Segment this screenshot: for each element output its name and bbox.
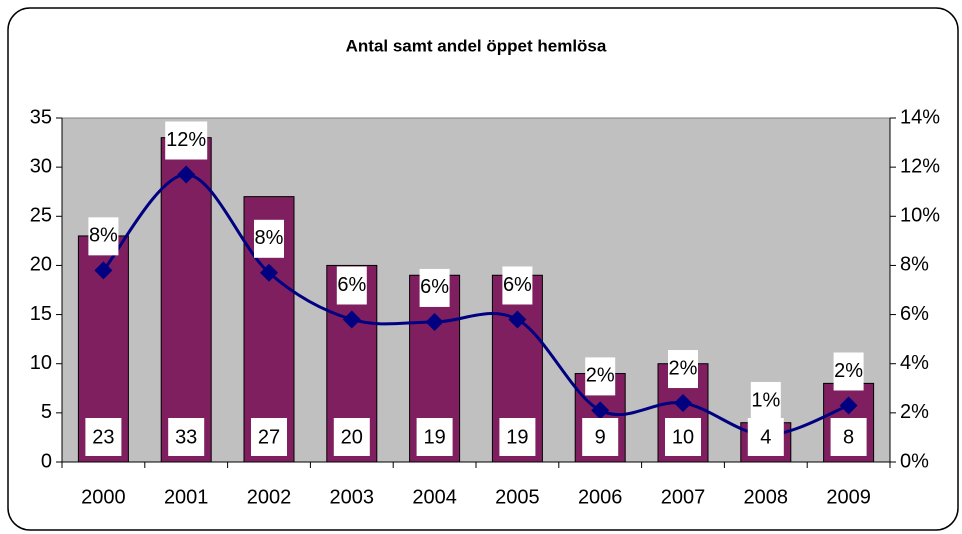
data-label: 8 [843, 426, 854, 448]
bar [160, 137, 212, 463]
y2-tick-label: 14% [900, 106, 940, 128]
x-tick-label: 2007 [661, 486, 706, 508]
marker [839, 396, 858, 415]
data-label-box [747, 418, 784, 456]
data-label-box [333, 418, 370, 456]
data-label-box [582, 418, 619, 456]
data-label: 8% [255, 227, 284, 249]
marker [260, 263, 278, 282]
x-tick-label: 2002 [247, 486, 292, 508]
chart-title: Antal samt andel öppet hemlösa [346, 36, 607, 55]
data-label: 6% [337, 274, 366, 296]
data-label: 33 [175, 426, 197, 448]
y2-tick-label: 12% [900, 155, 940, 177]
data-label: 8% [89, 225, 118, 247]
line [102, 173, 850, 437]
x-tick-label: 2006 [578, 486, 623, 508]
y-tick-label: 35 [30, 106, 52, 128]
data-label: 20 [341, 426, 363, 448]
x-tick-label: 2008 [744, 486, 789, 508]
x-tick-label: 2000 [81, 486, 126, 508]
data-label: 19 [423, 426, 445, 448]
data-label: 2% [586, 365, 615, 387]
data-label: 6% [420, 276, 449, 298]
data-label: 2% [669, 357, 698, 379]
marker [674, 394, 692, 413]
y-tick-label: 25 [30, 205, 52, 227]
data-label-box [88, 217, 119, 256]
x-tick-label: 2005 [495, 486, 540, 508]
marker [177, 165, 196, 184]
data-label-box [668, 350, 698, 389]
y-tick-label: 20 [30, 254, 52, 276]
data-label: 9 [595, 426, 606, 448]
y2-tick-label: 8% [900, 254, 929, 276]
data-label: 19 [506, 426, 528, 448]
data-label: 1% [751, 389, 780, 411]
y2-tick-label: 4% [900, 352, 929, 374]
data-label-box [165, 121, 208, 160]
data-label: 27 [258, 426, 280, 448]
y2-tick-label: 2% [900, 401, 929, 423]
x-tick-label: 2004 [412, 486, 457, 508]
data-label-box [665, 418, 701, 456]
y2-tick-label: 10% [900, 205, 940, 227]
x-tick-label: 2001 [164, 486, 209, 508]
y2-tick-label: 0% [900, 450, 929, 472]
data-label-box [336, 266, 367, 305]
marker [425, 312, 444, 331]
data-label: 4 [760, 426, 771, 448]
data-label-box [502, 266, 533, 305]
data-label-box [585, 357, 616, 396]
data-label: 12% [166, 129, 206, 151]
data-label-box [499, 418, 536, 456]
data-label-box [168, 418, 205, 456]
x-tick-label: 2009 [826, 486, 871, 508]
marker [94, 261, 113, 280]
y2-tick-label: 6% [900, 303, 929, 325]
marker [342, 310, 361, 329]
y-tick-label: 10 [30, 352, 52, 374]
marker [508, 310, 527, 329]
data-label: 23 [92, 426, 114, 448]
y-tick-label: 0 [41, 450, 52, 472]
data-label-box [830, 418, 867, 456]
data-label: 6% [503, 274, 532, 296]
y-tick-label: 15 [30, 303, 52, 325]
marker [591, 401, 610, 420]
data-label-box [254, 219, 284, 258]
data-label-box [416, 418, 453, 456]
data-label-box [251, 418, 287, 456]
x-tick-label: 2003 [330, 486, 375, 508]
y-tick-label: 5 [41, 401, 52, 423]
data-label-box [419, 268, 450, 307]
data-label-box [750, 381, 781, 420]
y-tick-label: 30 [30, 155, 52, 177]
data-label-box [833, 352, 864, 391]
data-label-box [85, 418, 122, 456]
data-label: 2% [834, 360, 863, 382]
data-label: 10 [672, 426, 694, 448]
